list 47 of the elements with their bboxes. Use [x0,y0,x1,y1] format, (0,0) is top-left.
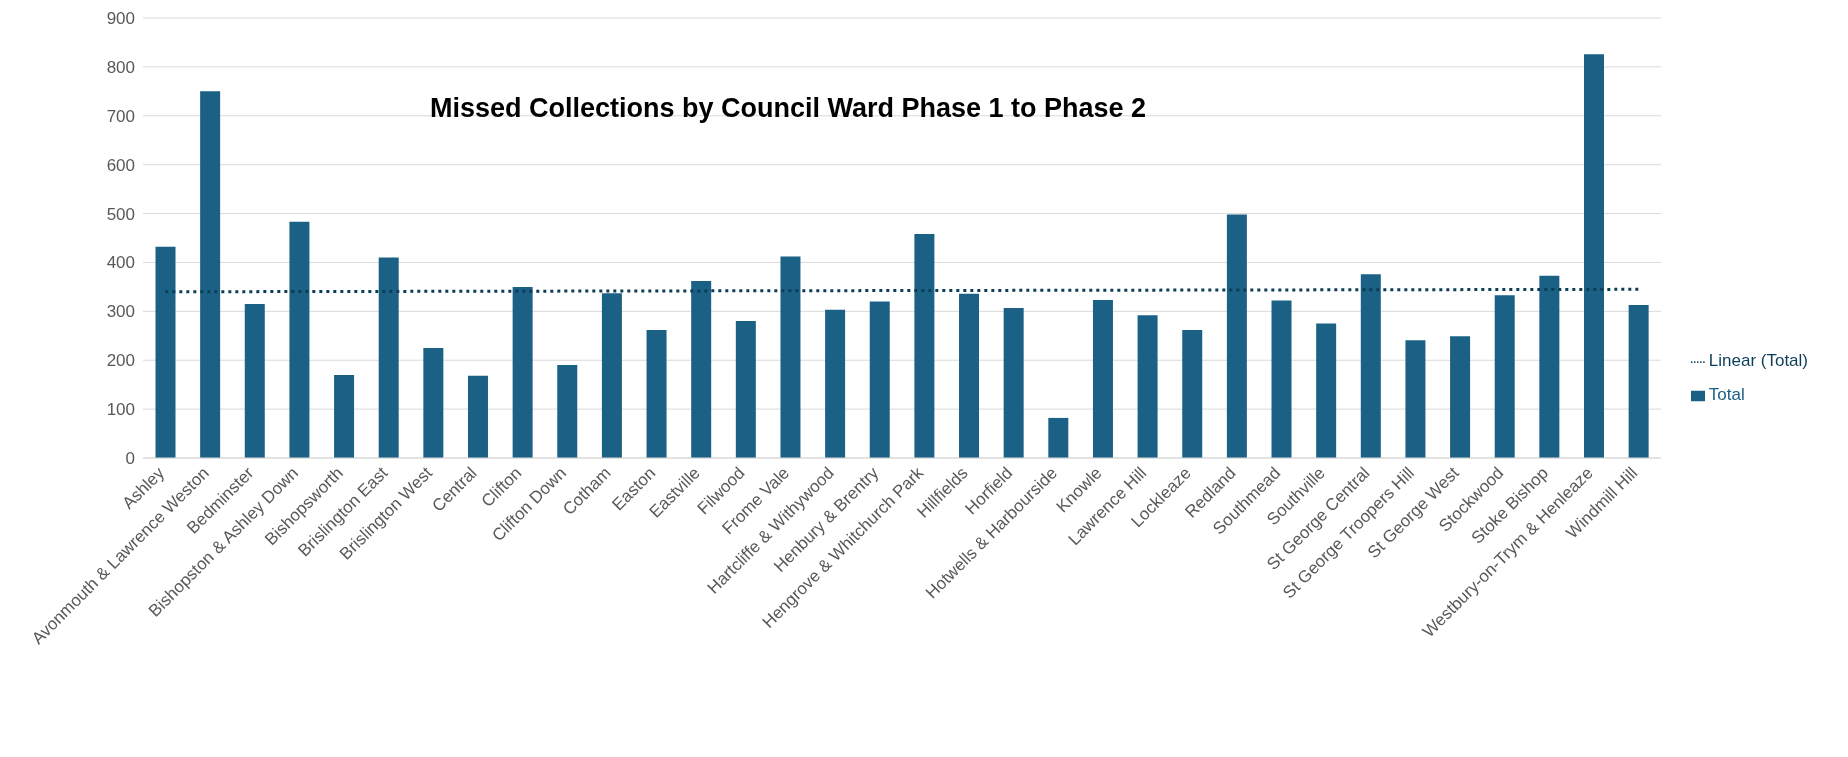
y-tick-label: 100 [106,400,135,420]
bar [244,304,265,458]
y-tick-label: 400 [106,253,135,273]
bar [1405,340,1426,458]
y-tick-label: 600 [106,155,135,175]
bar [423,348,444,458]
bar [959,293,980,458]
bar [1360,274,1381,458]
bar [378,257,399,458]
bar [1494,295,1515,458]
text: Missed Collections by Council Ward Phase 1 to Phase 2 [428,93,1148,124]
bar [512,286,533,458]
y-tick-label: 900 [106,9,135,29]
bar [1182,329,1203,458]
bar [200,91,221,458]
bar [1316,323,1337,458]
y-tick-label: 500 [106,204,135,224]
bar [467,375,488,458]
legend-label: Total [1708,385,1745,404]
y-tick-label: 300 [106,302,135,322]
bar [1628,304,1649,458]
bar [914,234,935,458]
bar [334,374,355,458]
y-tick-label: 700 [106,106,135,126]
bar [646,329,667,458]
legend-label: Linear (Total) [1708,351,1808,370]
bar [1539,275,1560,458]
bar [289,221,310,458]
bar [1048,417,1069,458]
bar [825,309,846,458]
bar [601,293,622,458]
bar [557,365,578,458]
y-tick-label: 800 [106,57,135,77]
bar [1584,54,1604,458]
bar [869,301,890,458]
bar [1226,214,1247,458]
bar [1092,300,1113,458]
bar [1137,315,1158,458]
bar [1271,300,1292,458]
y-tick-label: 0 [125,449,135,469]
y-tick-label: 200 [106,351,135,371]
bar [691,281,712,458]
bar [735,321,756,458]
bar [155,246,176,458]
bar [780,256,801,458]
bar [1450,336,1471,458]
bar [1003,307,1024,458]
